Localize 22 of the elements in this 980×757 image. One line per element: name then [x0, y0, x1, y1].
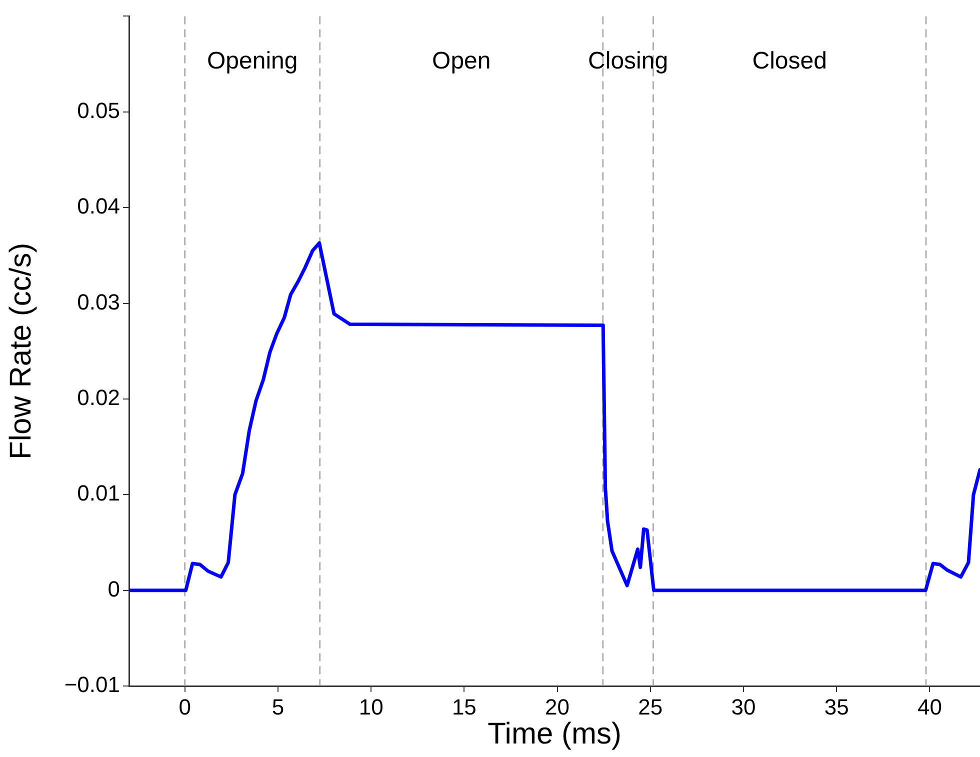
annotation: Opening	[206, 48, 298, 75]
x-tick-label: 20	[545, 694, 570, 720]
annotation: Open	[432, 48, 491, 75]
x-tick-label: 30	[731, 694, 756, 720]
y-tick-label: 0.03	[77, 289, 120, 314]
y-axis-title: Flow Rate (cc/s)	[4, 242, 38, 460]
x-tick-label: 25	[638, 694, 663, 720]
y-tick-label: 0.02	[77, 385, 120, 410]
annotation: Closing	[588, 48, 668, 75]
annotation: Closed	[752, 48, 827, 75]
y-tick-label: 0.05	[77, 98, 120, 123]
y-tick-label: 0	[108, 576, 120, 602]
x-axis-title: Time (ms)	[488, 717, 622, 750]
x-tick-label: 35	[824, 694, 849, 720]
y-tick-label: 0.01	[77, 480, 120, 506]
x-tick-label: 5	[272, 694, 284, 720]
x-tick-label: 10	[358, 694, 384, 720]
x-tick-label: 0	[178, 694, 191, 720]
y-tick-label: 0.04	[77, 194, 120, 219]
y-tick-label: −0.01	[64, 672, 120, 698]
x-tick-label: 15	[452, 694, 476, 720]
x-tick-label: 40	[917, 694, 942, 720]
